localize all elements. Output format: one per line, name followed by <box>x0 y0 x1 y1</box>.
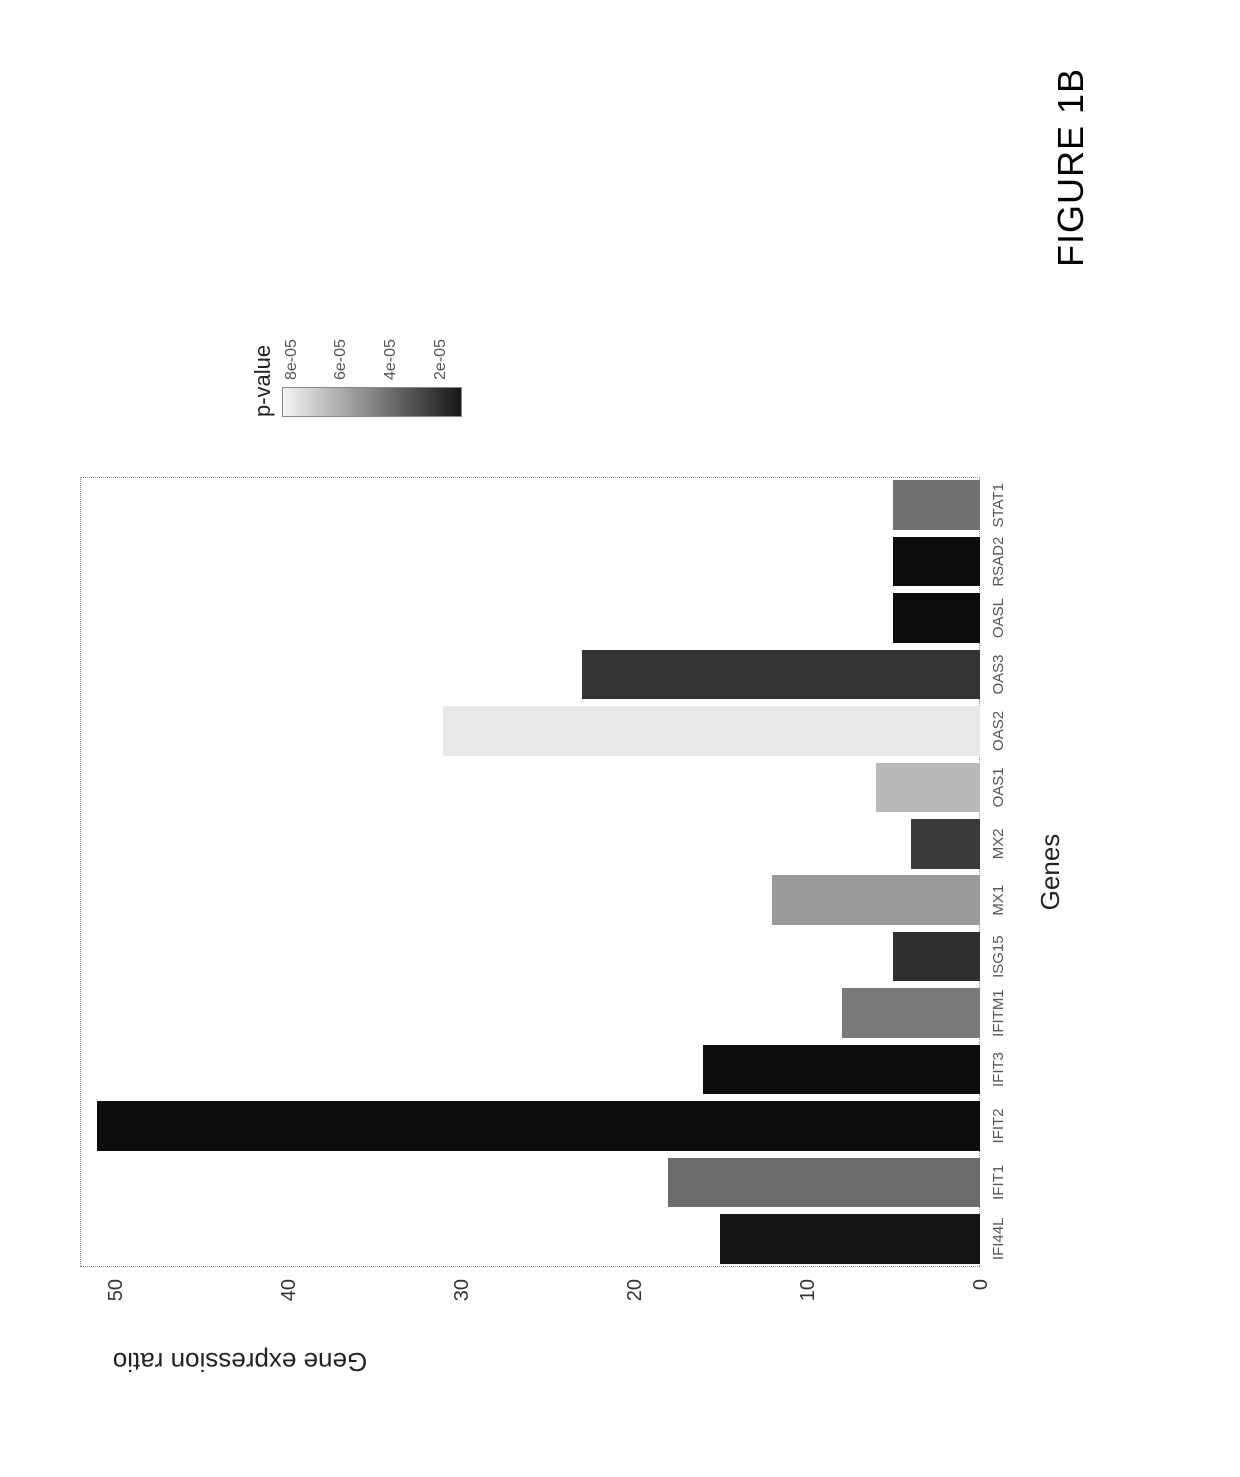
ytick-10: 10 <box>797 1279 820 1327</box>
xtick-IFIT1: IFIT1 <box>990 1154 1007 1210</box>
rotated-plot-group: 0 10 20 30 40 50 IFI44LIFIT1IFIT2IFIT3IFITM1I… <box>0 0 1240 1477</box>
xtick-IFI44L: IFI44L <box>990 1211 1007 1267</box>
xtick-ISG15: ISG15 <box>990 928 1007 984</box>
bar-IFIT2 <box>97 1101 980 1151</box>
bar-OAS1 <box>876 763 980 813</box>
legend-title: p-value <box>250 345 276 417</box>
ytick-40: 40 <box>278 1279 301 1327</box>
legend-tick: 4e-05 <box>382 339 400 380</box>
y-axis-title: Gene expression ratio <box>0 1346 690 1377</box>
ytick-50: 50 <box>105 1279 128 1327</box>
ytick-0: 0 <box>970 1279 993 1327</box>
bar-STAT1 <box>893 480 980 530</box>
legend: p-value 8e-056e-054e-052e-05 <box>250 345 462 417</box>
legend-tick: 8e-05 <box>283 339 301 380</box>
bar-IFIT3 <box>703 1045 980 1095</box>
xtick-OAS1: OAS1 <box>990 759 1007 815</box>
legend-tick: 2e-05 <box>432 339 450 380</box>
ytick-20: 20 <box>624 1279 647 1327</box>
xtick-IFIT3: IFIT3 <box>990 1041 1007 1097</box>
figure-container: 0 10 20 30 40 50 IFI44LIFIT1IFIT2IFIT3IFITM1I… <box>0 0 1240 1477</box>
bar-RSAD2 <box>893 537 980 587</box>
bar-IFIT1 <box>668 1158 980 1208</box>
xtick-OAS2: OAS2 <box>990 703 1007 759</box>
figure-label: FIGURE 1B <box>1050 68 1092 267</box>
xtick-MX2: MX2 <box>990 816 1007 872</box>
bar-MX1 <box>772 875 980 925</box>
bar-MX2 <box>911 819 980 869</box>
ytick-30: 30 <box>451 1279 474 1327</box>
bar-ISG15 <box>893 932 980 982</box>
xtick-OASL: OASL <box>990 590 1007 646</box>
xtick-STAT1: STAT1 <box>990 477 1007 533</box>
bar-OAS3 <box>582 650 980 700</box>
bar-OAS2 <box>443 706 980 756</box>
bar-OASL <box>893 593 980 643</box>
bar-IFITM1 <box>842 988 980 1038</box>
legend-colorbar: 8e-056e-054e-052e-05 <box>282 387 462 417</box>
xtick-MX1: MX1 <box>990 872 1007 928</box>
xtick-IFITM1: IFITM1 <box>990 985 1007 1041</box>
xtick-IFIT2: IFIT2 <box>990 1098 1007 1154</box>
xtick-RSAD2: RSAD2 <box>990 533 1007 589</box>
legend-tick: 6e-05 <box>332 339 350 380</box>
xtick-OAS3: OAS3 <box>990 646 1007 702</box>
bar-IFI44L <box>720 1214 980 1264</box>
x-axis-title: Genes <box>1035 477 1066 1267</box>
